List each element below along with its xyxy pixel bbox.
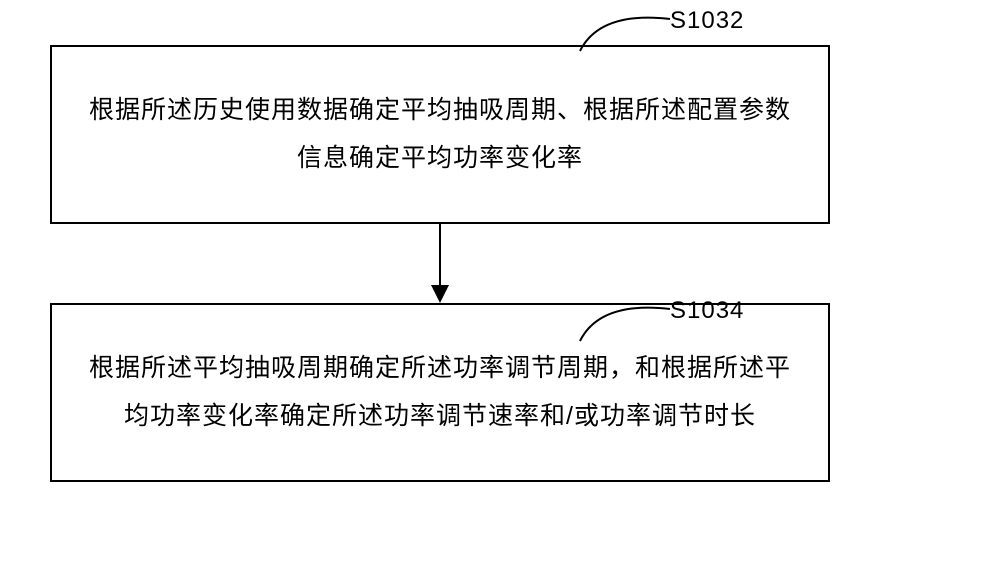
step-text-line2-s1034: 均功率变化率确定所述功率调节速率和/或功率调节时长 <box>124 402 756 430</box>
step-box-s1034: 根据所述平均抽吸周期确定所述功率调节周期，和根据所述平 均功率变化率确定所述功率… <box>50 303 830 482</box>
step-text-line2-s1032: 信息确定平均功率变化率 <box>297 144 583 172</box>
arrow-head <box>431 285 449 303</box>
label-curve-s1034 <box>575 295 675 345</box>
label-curve-s1032 <box>575 5 675 55</box>
step-label-s1032: S1032 <box>670 7 744 35</box>
flow-arrow <box>50 224 830 303</box>
step-text-line1-s1034: 根据所述平均抽吸周期确定所述功率调节周期，和根据所述平 <box>89 354 791 382</box>
step-box-s1032: 根据所述历史使用数据确定平均抽吸周期、根据所述配置参数 信息确定平均功率变化率 <box>50 45 830 224</box>
step-text-line1-s1032: 根据所述历史使用数据确定平均抽吸周期、根据所述配置参数 <box>89 96 791 124</box>
label-text-s1034: S1034 <box>670 297 744 325</box>
arrow-line <box>439 224 441 286</box>
flowchart-container: S1032 根据所述历史使用数据确定平均抽吸周期、根据所述配置参数 信息确定平均… <box>50 15 950 482</box>
step-text-s1034: 根据所述平均抽吸周期确定所述功率调节周期，和根据所述平 均功率变化率确定所述功率… <box>87 345 793 440</box>
step-text-s1032: 根据所述历史使用数据确定平均抽吸周期、根据所述配置参数 信息确定平均功率变化率 <box>87 87 793 182</box>
label-text-s1032: S1032 <box>670 7 744 35</box>
step-label-s1034: S1034 <box>670 297 744 325</box>
